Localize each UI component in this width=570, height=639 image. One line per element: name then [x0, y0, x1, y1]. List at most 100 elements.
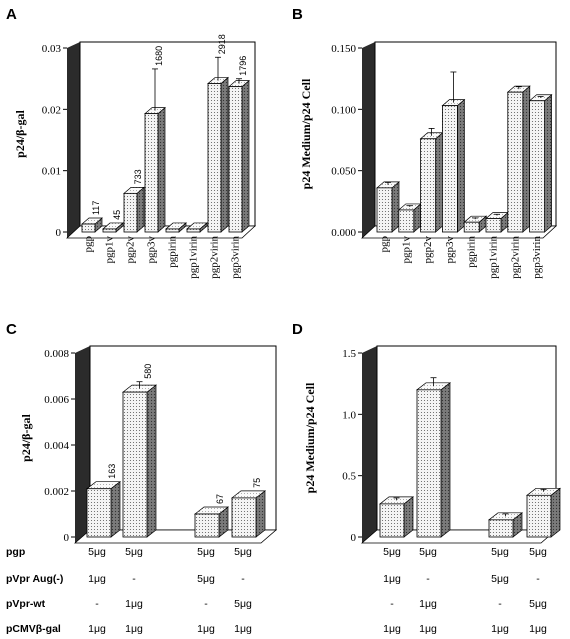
data-label: 67: [215, 494, 225, 504]
bar-side: [255, 490, 266, 538]
bar: [102, 228, 117, 233]
back-wall-left: [362, 42, 375, 238]
conditions-table-d: 5μg 5μg 5μg 5μg 1μg - 5μg - - 1μg - 5μg 1μg 1μg 1μg 1μg: [383, 546, 547, 635]
data-label: 75: [252, 478, 262, 488]
bar-side: [146, 384, 157, 538]
panel-letter-d: D: [292, 321, 303, 338]
y-tick-label: 0.01: [42, 166, 61, 178]
condition-row-label: pVpr-wt: [6, 598, 46, 610]
condition-value: -: [204, 598, 208, 610]
y-tick-label: 0.02: [42, 104, 61, 116]
back-wall-left: [67, 42, 80, 238]
condition-value: 1μg: [234, 623, 252, 635]
condition-value: -: [390, 598, 394, 610]
condition-value: -: [95, 598, 99, 610]
data-label: 1680: [154, 46, 164, 66]
condition-value: -: [536, 573, 540, 585]
condition-value: 5μg: [529, 546, 547, 558]
panel-letter-c: C: [6, 321, 17, 338]
condition-value: 5μg: [234, 598, 252, 610]
condition-value: 1μg: [197, 623, 215, 635]
bar: [165, 228, 180, 233]
y-axis-label: p24 Medium/p24 Cell: [303, 382, 317, 493]
bar: [416, 389, 442, 538]
x-category-label: pgp3virin: [531, 236, 543, 279]
bar-side: [157, 106, 166, 233]
bar-side: [391, 181, 400, 233]
bar: [81, 223, 96, 233]
condition-value: 1μg: [88, 573, 106, 585]
bar: [485, 218, 502, 233]
y-tick-label: 0.050: [331, 166, 356, 178]
y-tick-label: 0.006: [44, 394, 69, 406]
bar: [488, 519, 514, 538]
bar: [398, 209, 415, 233]
condition-value: -: [132, 573, 136, 585]
condition-value: 5μg: [234, 546, 252, 558]
chart-panel-a: 0 0.01 0.02 0.03 p24/β-gal 117 pgp 45 pgp1v 733 pg…: [13, 34, 257, 279]
condition-value: 5μg: [419, 546, 437, 558]
bar: [529, 100, 545, 233]
y-tick-label: 0.150: [331, 43, 356, 55]
data-label: 733: [133, 169, 143, 184]
x-category-label: pgpirin: [466, 236, 478, 268]
condition-value: 5μg: [383, 546, 401, 558]
x-category-label: pgp1v: [400, 236, 412, 264]
condition-value: 5μg: [491, 573, 509, 585]
condition-value: 1μg: [383, 573, 401, 585]
condition-value: 1μg: [383, 623, 401, 635]
bar-side: [544, 93, 552, 233]
x-category-label: pgp3v: [146, 236, 158, 264]
condition-value: -: [498, 598, 502, 610]
x-category-label: pgp1virin: [488, 236, 500, 279]
back-wall-left: [75, 346, 90, 543]
condition-value: 5μg: [125, 546, 143, 558]
condition-value: -: [241, 573, 245, 585]
panel-letter-a: A: [6, 6, 17, 23]
y-tick-label: 0.5: [342, 471, 356, 483]
bar: [463, 221, 480, 233]
bar-side: [241, 79, 250, 233]
condition-value: 1μg: [419, 598, 437, 610]
y-axis-label: p24 Medium/p24 Cell: [299, 78, 313, 189]
bar-side: [435, 132, 443, 233]
x-category-label: pgp2v: [125, 236, 137, 264]
bar: [122, 391, 148, 538]
condition-value: 1μg: [491, 623, 509, 635]
condition-value: 1μg: [529, 623, 547, 635]
condition-value: 5μg: [529, 598, 547, 610]
y-axis-label: p24/β-gal: [19, 414, 33, 462]
bar: [228, 86, 243, 233]
bar: [379, 503, 405, 538]
bar-side: [110, 480, 121, 538]
x-category-label: pgp3virin: [230, 236, 242, 279]
x-category-label: pgp3v: [444, 236, 456, 264]
y-tick-label: 1.5: [342, 348, 356, 360]
panel-letter-b: B: [292, 6, 303, 23]
condition-value: 1μg: [125, 623, 143, 635]
data-label: 1796: [238, 56, 248, 76]
condition-value: 5μg: [197, 573, 215, 585]
x-category-label: pgp1v: [104, 236, 116, 264]
condition-value: 1μg: [88, 623, 106, 635]
x-category-label: pgp2virin: [509, 236, 521, 279]
y-tick-label: 0.100: [331, 104, 356, 116]
x-category-label: pgp1virin: [188, 236, 200, 279]
condition-value: 5μg: [197, 546, 215, 558]
condition-row-label: pCMVβ-gal: [6, 623, 61, 635]
x-category-label: pgp2v: [422, 236, 434, 264]
y-tick-label: 0.004: [44, 440, 69, 452]
back-wall-left: [362, 346, 377, 543]
bar-side: [220, 76, 229, 233]
conditions-table-c: pgp 5μg 5μg 5μg 5μg pVpr Aug(-) 1μg - 5μg - pVpr-w…: [6, 546, 252, 635]
data-label: 45: [112, 210, 122, 220]
bar-side: [136, 186, 145, 233]
bar: [194, 513, 220, 538]
condition-value: 5μg: [491, 546, 509, 558]
x-category-label: pgpirin: [167, 236, 179, 268]
bar-side: [550, 487, 561, 538]
bar: [420, 138, 437, 233]
bar-side: [457, 98, 465, 233]
bar: [376, 187, 393, 233]
